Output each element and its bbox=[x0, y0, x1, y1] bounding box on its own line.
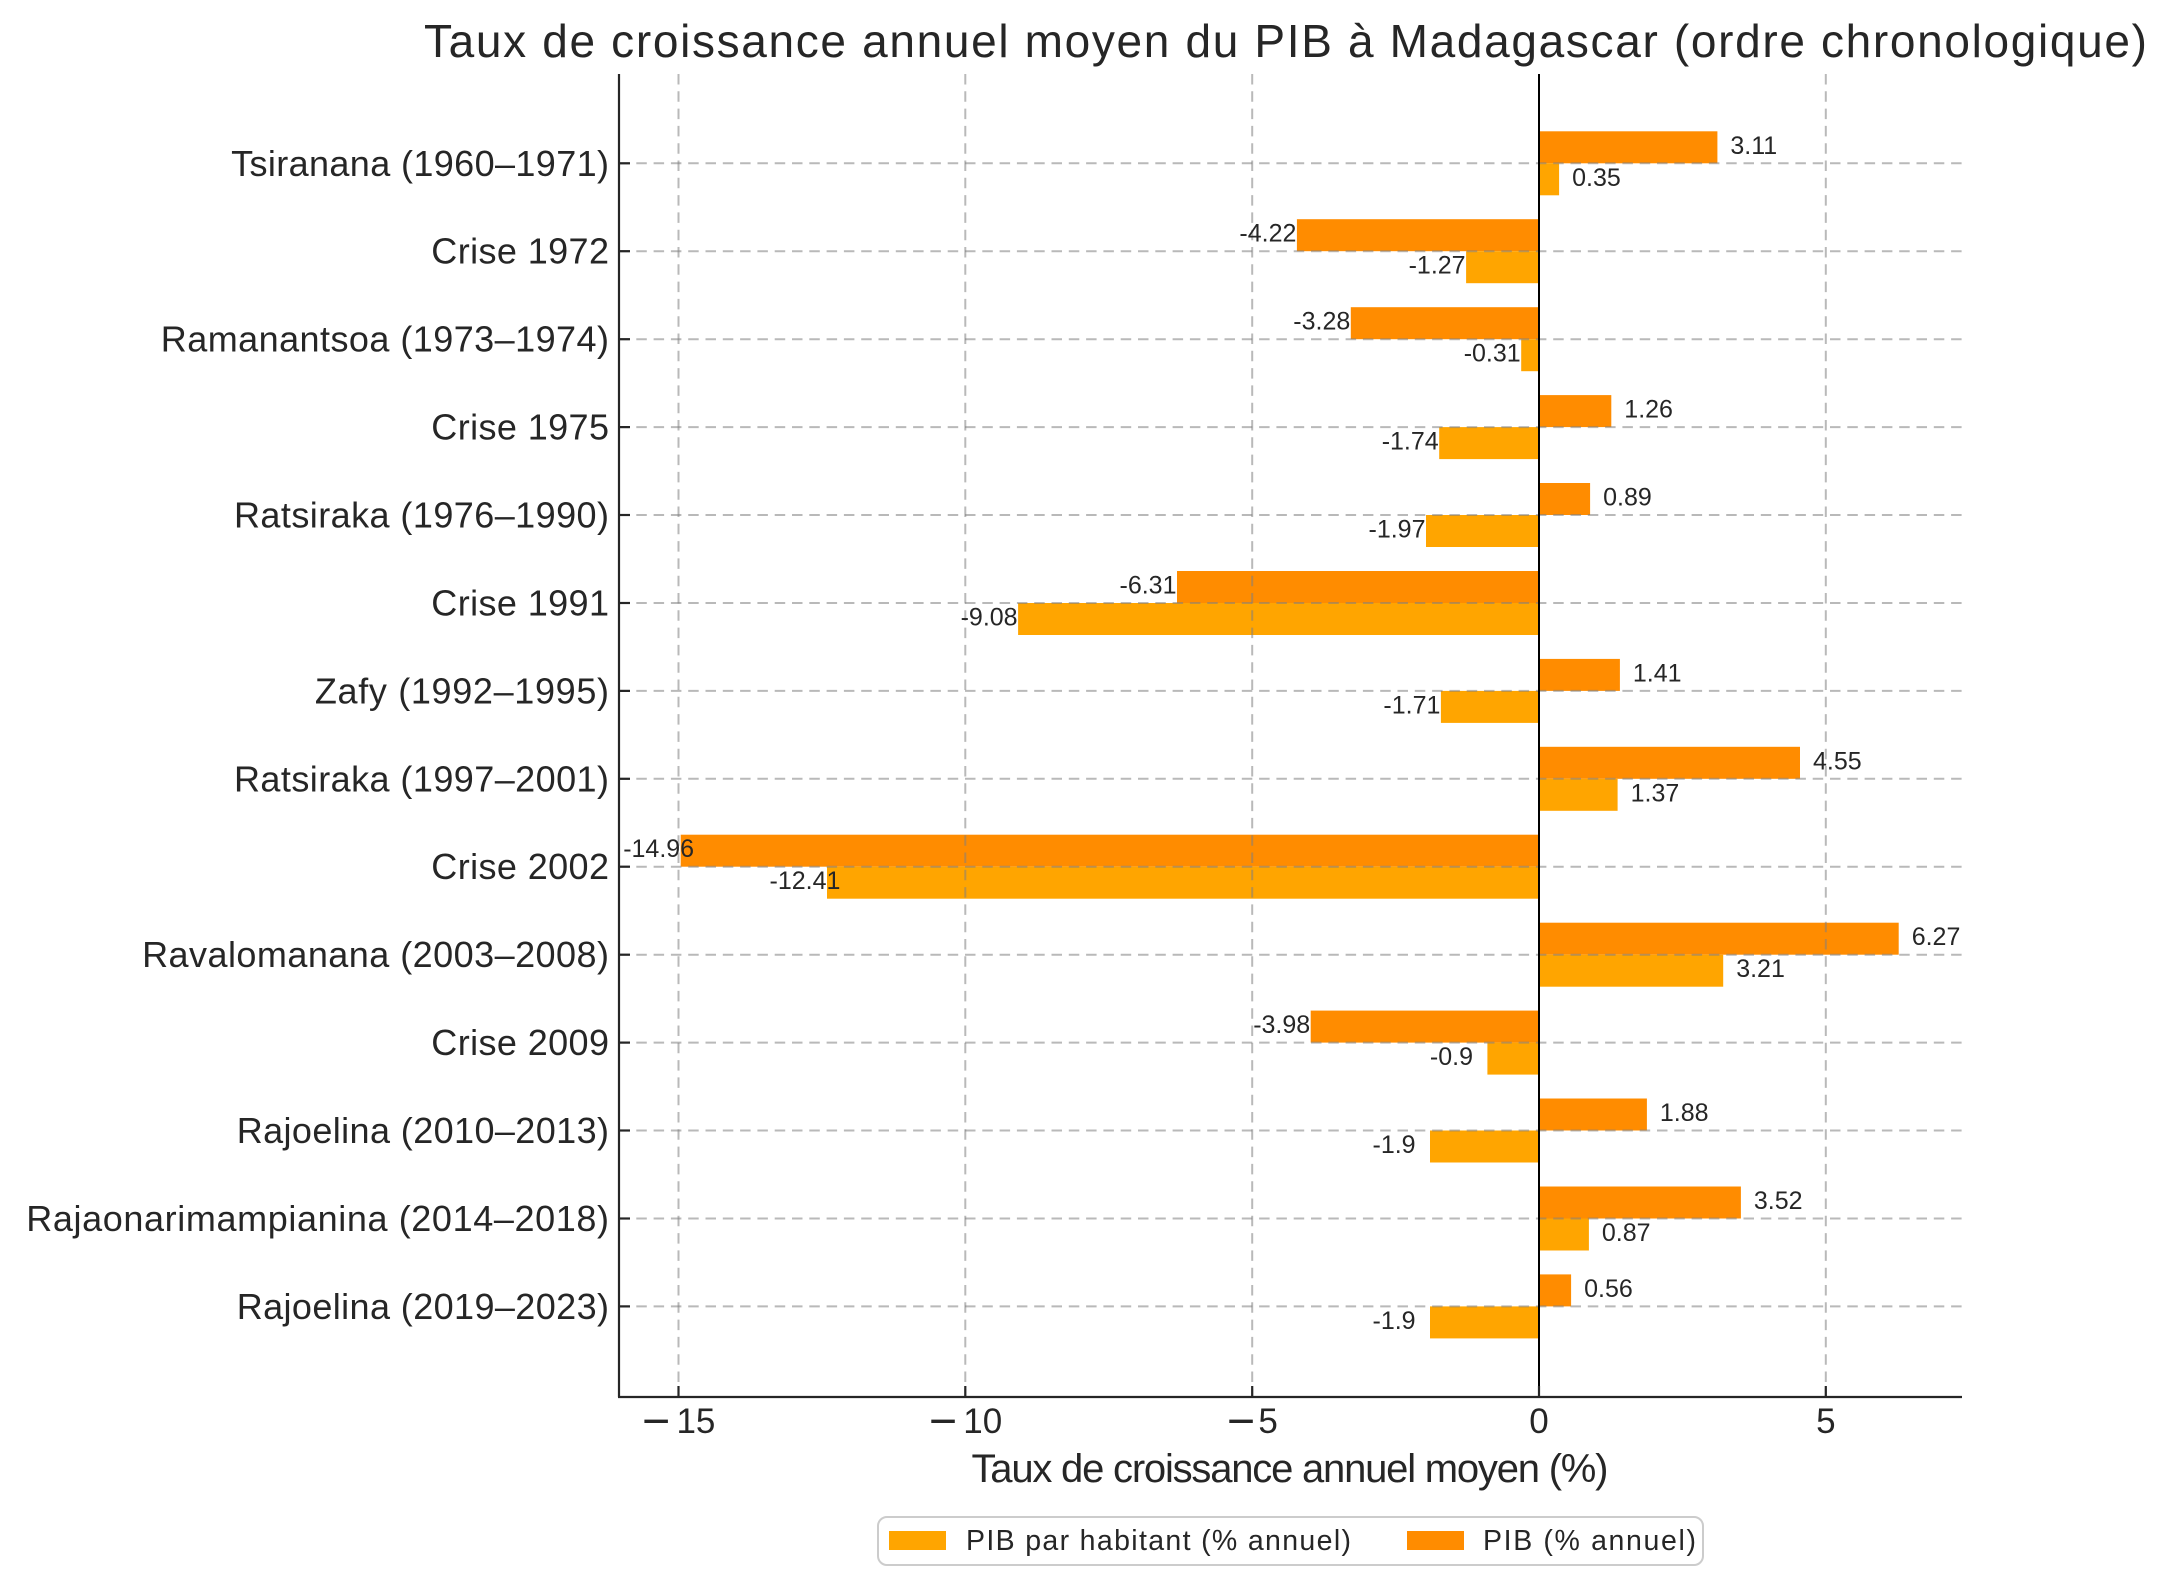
svg-text:Ratsiraka (1976–1990): Ratsiraka (1976–1990) bbox=[234, 495, 609, 536]
svg-text:-3.98: -3.98 bbox=[1253, 1011, 1310, 1039]
svg-text:Crise 1975: Crise 1975 bbox=[431, 407, 609, 448]
svg-text:-4.22: -4.22 bbox=[1239, 220, 1296, 248]
svg-text:10: 10 bbox=[963, 1402, 1002, 1441]
svg-text:-1.9: -1.9 bbox=[1373, 1131, 1416, 1159]
svg-text:3.11: 3.11 bbox=[1730, 132, 1777, 160]
svg-text:5: 5 bbox=[1258, 1402, 1277, 1441]
svg-text:-1.74: -1.74 bbox=[1382, 428, 1439, 456]
svg-text:-1.27: -1.27 bbox=[1409, 252, 1466, 280]
svg-text:1.88: 1.88 bbox=[1660, 1099, 1709, 1127]
svg-text:4.55: 4.55 bbox=[1813, 747, 1862, 775]
svg-text:Zafy (1992–1995): Zafy (1992–1995) bbox=[315, 670, 609, 711]
svg-text:Crise 2009: Crise 2009 bbox=[431, 1022, 609, 1063]
svg-text:-1.97: -1.97 bbox=[1369, 516, 1426, 544]
svg-text:0: 0 bbox=[1529, 1402, 1548, 1441]
svg-text:-1.71: -1.71 bbox=[1383, 691, 1440, 719]
svg-text:Ramanantsoa (1973–1974): Ramanantsoa (1973–1974) bbox=[161, 319, 609, 360]
svg-text:1.26: 1.26 bbox=[1624, 396, 1673, 424]
svg-text:-14.96: -14.96 bbox=[623, 835, 694, 863]
svg-text:Crise 1991: Crise 1991 bbox=[431, 583, 609, 624]
svg-text:5: 5 bbox=[1816, 1402, 1835, 1441]
svg-text:6.27: 6.27 bbox=[1912, 923, 1961, 951]
svg-text:-0.9: -0.9 bbox=[1430, 1043, 1473, 1071]
svg-text:Rajoelina (2010–2013): Rajoelina (2010–2013) bbox=[237, 1110, 609, 1151]
svg-text:Ratsiraka (1997–2001): Ratsiraka (1997–2001) bbox=[234, 758, 609, 799]
svg-text:-9.08: -9.08 bbox=[961, 604, 1018, 632]
svg-text:0.87: 0.87 bbox=[1602, 1219, 1651, 1247]
svg-text:3.21: 3.21 bbox=[1736, 955, 1785, 983]
svg-text:0.35: 0.35 bbox=[1572, 164, 1621, 192]
svg-text:Ravalomanana (2003–2008): Ravalomanana (2003–2008) bbox=[142, 934, 609, 975]
svg-text:PIB par habitant (% annuel): PIB par habitant (% annuel) bbox=[966, 1525, 1351, 1557]
svg-text:Rajoelina (2019–2023): Rajoelina (2019–2023) bbox=[237, 1286, 609, 1327]
svg-text:1.41: 1.41 bbox=[1633, 659, 1682, 687]
svg-text:Tsiranana (1960–1971): Tsiranana (1960–1971) bbox=[231, 143, 609, 184]
svg-text:-12.41: -12.41 bbox=[770, 867, 841, 895]
svg-text:-3.28: -3.28 bbox=[1293, 308, 1350, 336]
svg-text:1.37: 1.37 bbox=[1631, 779, 1680, 807]
svg-text:-6.31: -6.31 bbox=[1120, 572, 1177, 600]
svg-text:-0.31: -0.31 bbox=[1464, 340, 1521, 368]
svg-text:Crise 1972: Crise 1972 bbox=[431, 231, 609, 272]
svg-text:Crise 2002: Crise 2002 bbox=[431, 846, 609, 887]
svg-text:15: 15 bbox=[676, 1402, 715, 1441]
svg-text:3.52: 3.52 bbox=[1754, 1187, 1803, 1215]
svg-text:0.56: 0.56 bbox=[1584, 1275, 1633, 1303]
svg-text:Rajaonarimampianina (2014–2018: Rajaonarimampianina (2014–2018) bbox=[26, 1198, 609, 1239]
svg-text:Taux de croissance annuel moye: Taux de croissance annuel moyen (%) bbox=[972, 1447, 1609, 1491]
svg-text:-1.9: -1.9 bbox=[1373, 1307, 1416, 1335]
svg-text:0.89: 0.89 bbox=[1603, 484, 1652, 512]
